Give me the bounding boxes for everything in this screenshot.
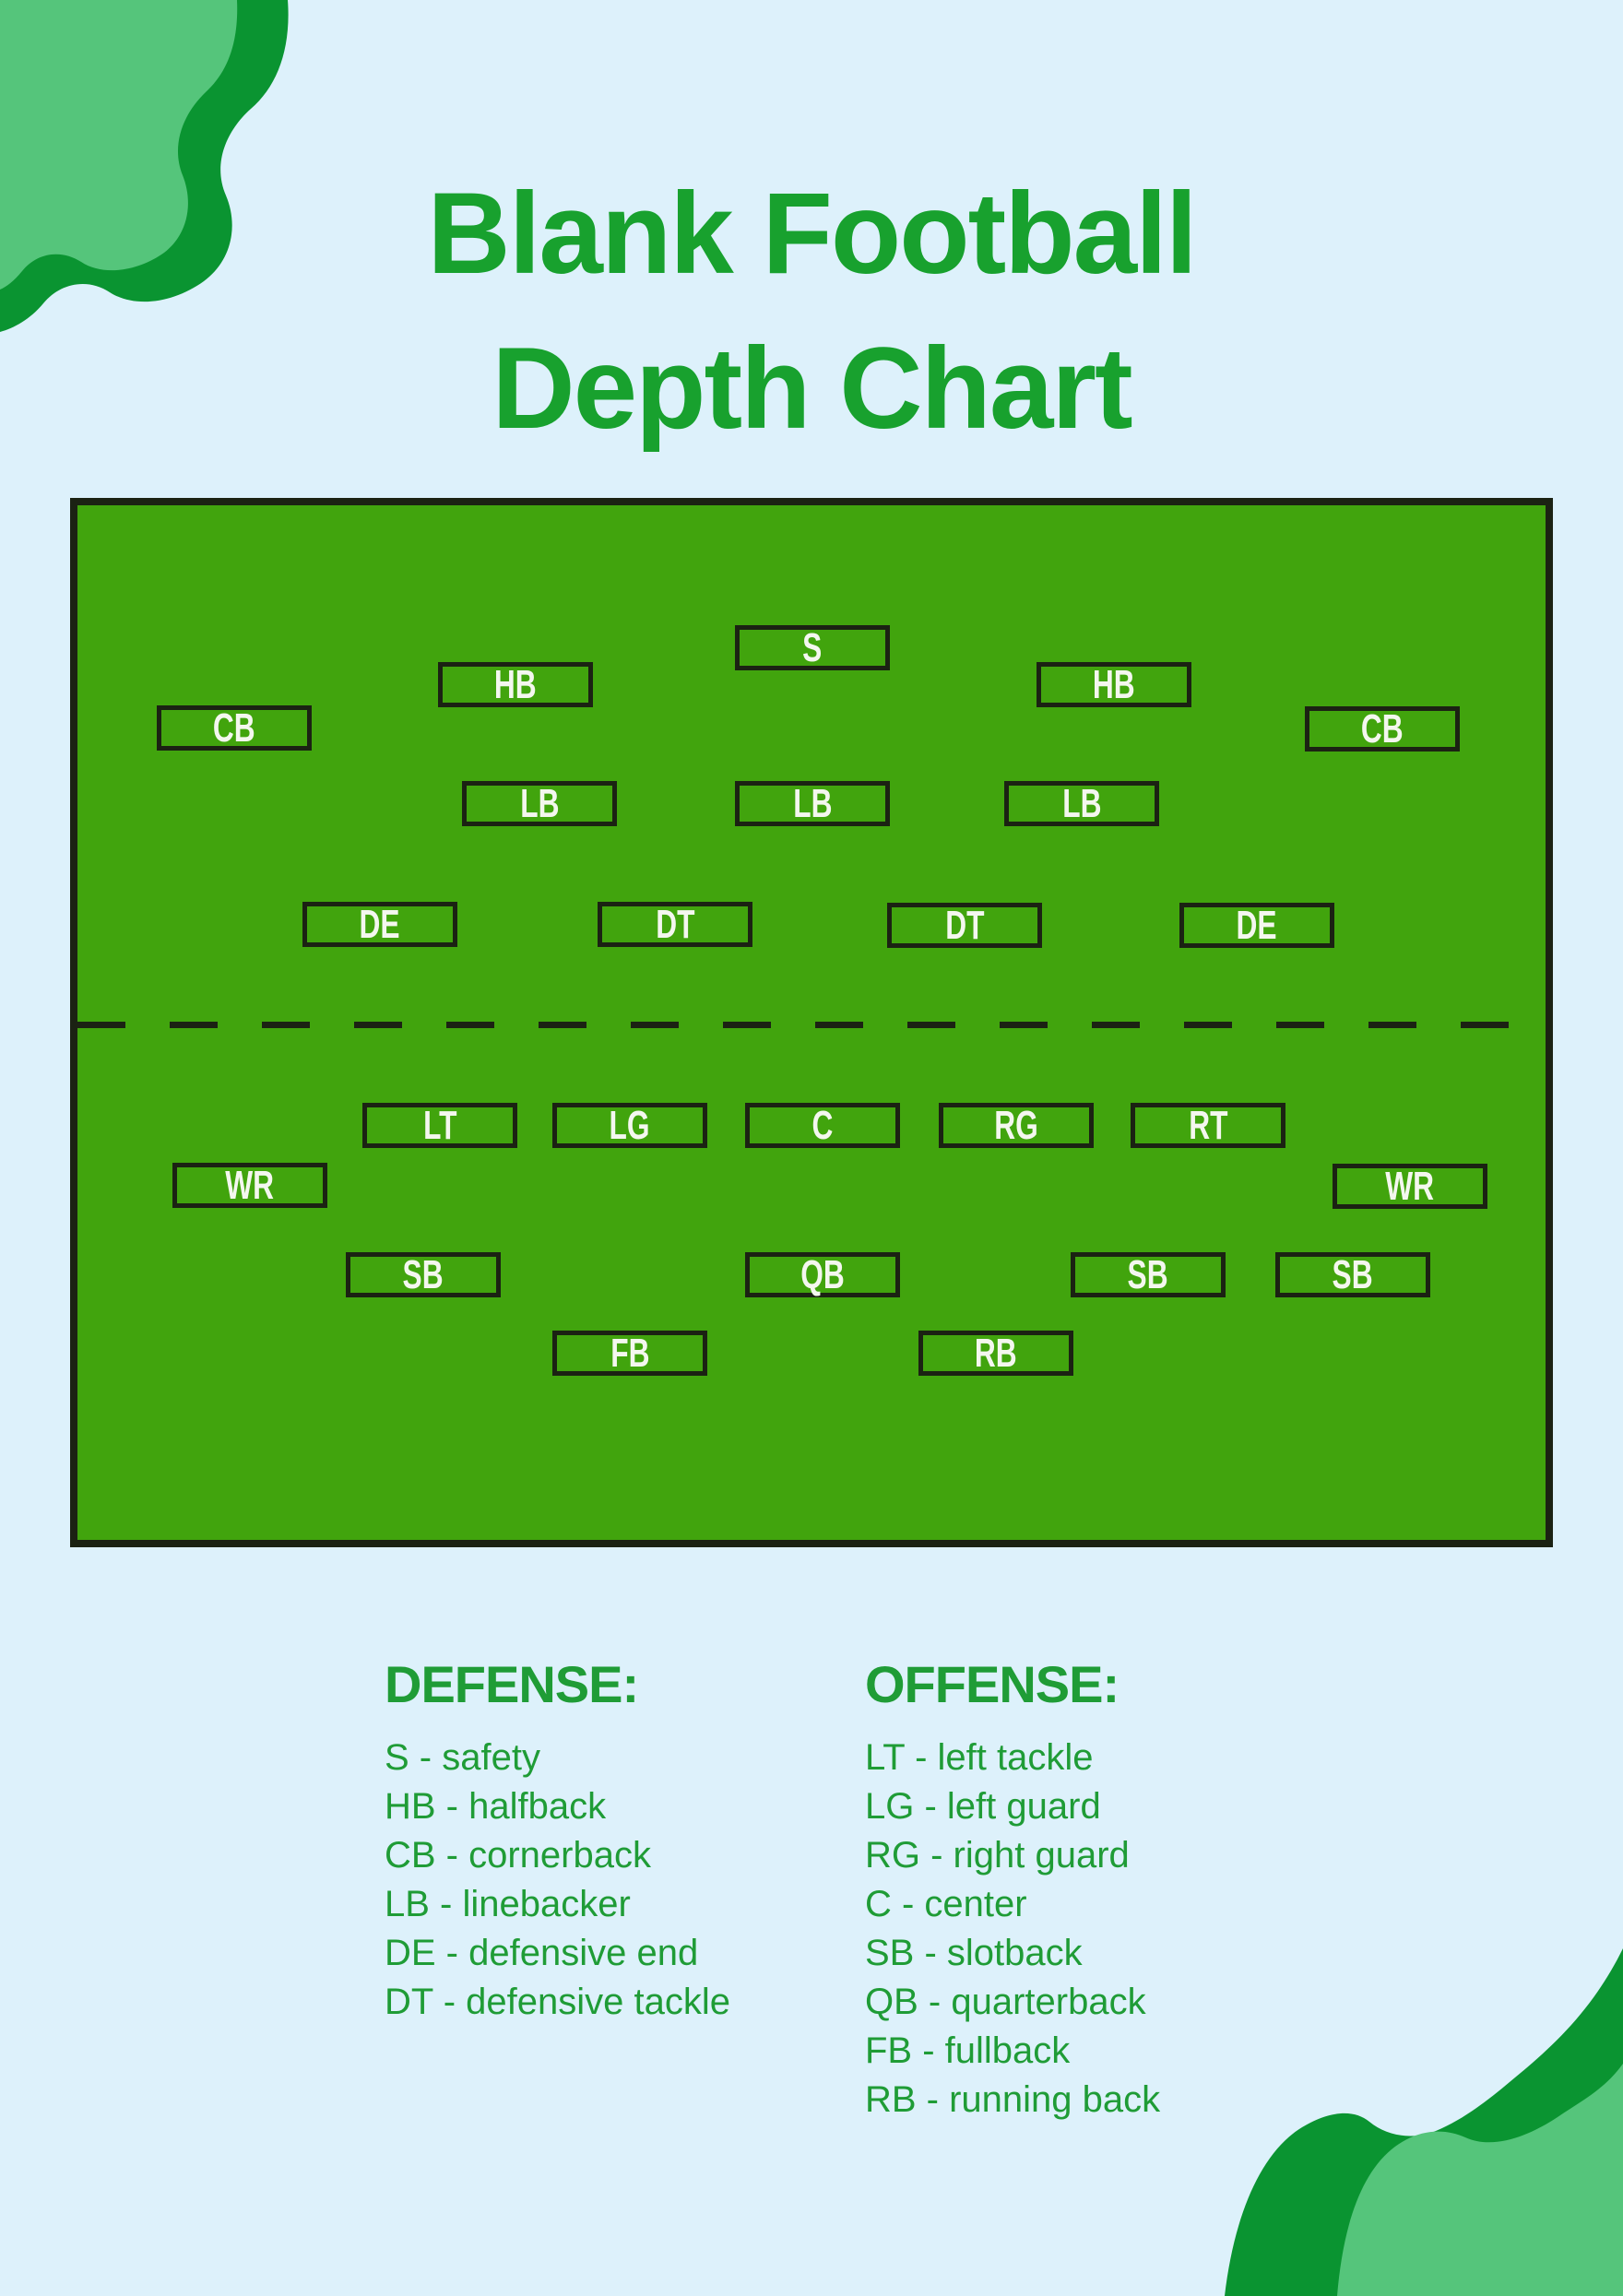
legend-offense-item: QB - quarterback — [865, 1982, 1146, 2022]
legend-offense-item: RG - right guard — [865, 1835, 1130, 1876]
position-label: C — [812, 1102, 834, 1148]
position-box-rb: RB — [918, 1331, 1073, 1376]
position-label: LB — [792, 780, 833, 826]
position-box-rg: RG — [939, 1103, 1094, 1148]
legend-offense-item: LG - left guard — [865, 1786, 1101, 1827]
position-label: LG — [609, 1102, 650, 1148]
legend-defense-item: S - safety — [385, 1737, 540, 1778]
legend-defense-item: HB - halfback — [385, 1786, 607, 1827]
position-box-s: S — [735, 625, 890, 670]
position-box-cb: CB — [157, 705, 312, 751]
page-title-line2: Depth Chart — [492, 325, 1132, 453]
position-box-lt: LT — [362, 1103, 517, 1148]
position-label: DE — [359, 901, 401, 947]
legend-defense-item: DT - defensive tackle — [385, 1982, 730, 2022]
position-label: DT — [944, 902, 985, 948]
legend-defense-item: DE - defensive end — [385, 1933, 699, 1973]
position-label: RG — [994, 1102, 1038, 1148]
position-label: CB — [213, 704, 255, 751]
scrimmage-dashed-line — [77, 1022, 1546, 1028]
position-label: CB — [1361, 705, 1404, 752]
position-box-rt: RT — [1131, 1103, 1285, 1148]
position-box-de: DE — [302, 902, 457, 947]
legend-offense-item: SB - slotback — [865, 1933, 1083, 1973]
legend-defense-item: CB - cornerback — [385, 1835, 651, 1876]
position-label: LB — [519, 780, 560, 826]
position-label: RT — [1188, 1102, 1228, 1148]
position-label: SB — [1127, 1251, 1169, 1297]
position-box-sb: SB — [346, 1252, 501, 1297]
position-box-sb: SB — [1275, 1252, 1430, 1297]
position-box-c: C — [745, 1103, 900, 1148]
position-box-lb: LB — [1004, 781, 1159, 826]
position-box-fb: FB — [552, 1331, 707, 1376]
position-label: LT — [422, 1102, 457, 1148]
position-box-lb: LB — [735, 781, 890, 826]
position-box-wr: WR — [1333, 1164, 1487, 1209]
position-label: LB — [1061, 780, 1102, 826]
position-label: S — [802, 624, 823, 670]
page-title-line1: Blank Football — [427, 170, 1197, 298]
football-field — [70, 498, 1553, 1547]
legend-defense-list: S - safety HB - halfback CB - cornerback LB… — [385, 1734, 730, 2027]
legend-offense-list: LT - left tackle LG - left guard RG - righ… — [865, 1734, 1160, 2124]
position-box-wr: WR — [172, 1163, 327, 1208]
page-title: Blank Football Depth Chart — [0, 157, 1623, 467]
position-label: SB — [1332, 1251, 1374, 1297]
position-label: SB — [402, 1251, 444, 1297]
position-box-sb: SB — [1071, 1252, 1226, 1297]
position-label: DE — [1236, 902, 1278, 948]
position-label: HB — [1093, 661, 1135, 707]
legend-defense-item: LB - linebacker — [385, 1884, 631, 1924]
position-box-dt: DT — [887, 903, 1042, 948]
position-box-de: DE — [1179, 903, 1334, 948]
legend-offense-item: C - center — [865, 1884, 1027, 1924]
legend-offense: OFFENSE: LT - left tackle LG - left guard… — [865, 1658, 1160, 2124]
position-box-qb: QB — [745, 1252, 900, 1297]
position-label: WR — [225, 1162, 275, 1208]
position-box-hb: HB — [438, 662, 593, 707]
legend-offense-item: LT - left tackle — [865, 1737, 1094, 1778]
position-box-lg: LG — [552, 1103, 707, 1148]
legend-defense-header: DEFENSE: — [385, 1655, 639, 1713]
position-box-cb: CB — [1305, 706, 1460, 752]
position-label: QB — [800, 1251, 845, 1297]
position-label: HB — [494, 661, 537, 707]
position-box-dt: DT — [598, 902, 752, 947]
legend-offense-item: RB - running back — [865, 2079, 1161, 2120]
position-label: FB — [610, 1330, 650, 1376]
position-box-hb: HB — [1037, 662, 1191, 707]
legend-defense: DEFENSE: S - safety HB - halfback CB - cor… — [385, 1658, 730, 2027]
position-label: DT — [655, 901, 695, 947]
position-box-lb: LB — [462, 781, 617, 826]
position-label: WR — [1385, 1163, 1435, 1209]
legend-offense-header: OFFENSE: — [865, 1655, 1120, 1713]
position-label: RB — [975, 1330, 1017, 1376]
legend-offense-item: FB - fullback — [865, 2030, 1071, 2071]
